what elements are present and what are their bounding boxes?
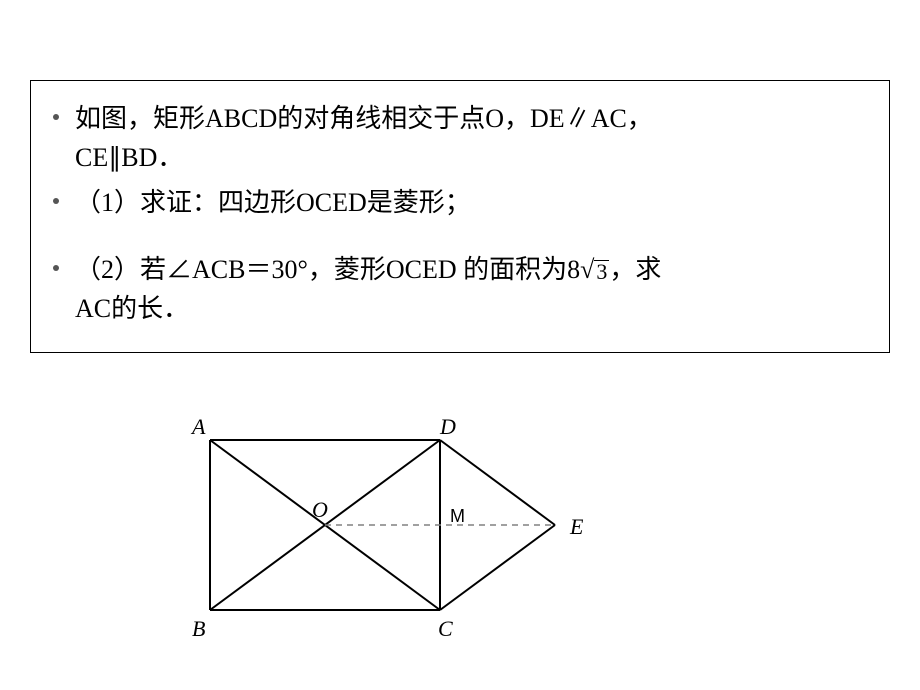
svg-text:O: O <box>312 497 328 522</box>
svg-text:M: M <box>450 506 465 526</box>
bullet-line-2: （1）求证：四边形OCED是菱形； <box>53 183 867 222</box>
parallel-symbol: ∥ <box>565 104 591 133</box>
geometry-figure: A D B C O E M <box>150 410 650 670</box>
problem-box: 如图，矩形ABCD的对角线相交于点O，DE∥AC， CE∥BD． （1）求证：四… <box>30 80 890 353</box>
bullet-line-3: （2）若∠ACB＝30°，菱形OCED 的面积为8√3，求 AC的长． <box>53 250 867 328</box>
problem-text-1: 如图，矩形ABCD的对角线相交于点O，DE∥AC， CE∥BD． <box>75 99 653 177</box>
bullet-icon <box>53 265 59 271</box>
svg-text:C: C <box>438 616 453 641</box>
text: AC的长． <box>75 294 189 323</box>
figure-container: A D B C O E M <box>150 410 650 675</box>
text: AC， <box>591 104 653 133</box>
sqrt-radicand: 3 <box>594 260 609 283</box>
problem-text-2: （1）求证：四边形OCED是菱形； <box>75 183 471 222</box>
problem-text-3: （2）若∠ACB＝30°，菱形OCED 的面积为8√3，求 AC的长． <box>75 250 661 328</box>
bullet-line-1: 如图，矩形ABCD的对角线相交于点O，DE∥AC， CE∥BD． <box>53 99 867 177</box>
spacer <box>53 228 867 250</box>
text: CE <box>75 143 108 172</box>
text: （2）若∠ACB＝30°，菱形OCED 的面积为8 <box>75 255 580 284</box>
parallel-symbol: ∥ <box>108 143 121 172</box>
text: ，求 <box>609 255 661 284</box>
svg-text:A: A <box>190 414 206 439</box>
sqrt-expression: √3 <box>580 250 609 289</box>
svg-text:B: B <box>192 616 205 641</box>
svg-text:D: D <box>439 414 456 439</box>
text: BD． <box>121 143 183 172</box>
bullet-icon <box>53 114 59 120</box>
svg-text:E: E <box>569 514 584 539</box>
sqrt-symbol: √ <box>580 250 594 289</box>
bullet-icon <box>53 198 59 204</box>
text: 如图，矩形ABCD的对角线相交于点O，DE <box>75 104 565 133</box>
